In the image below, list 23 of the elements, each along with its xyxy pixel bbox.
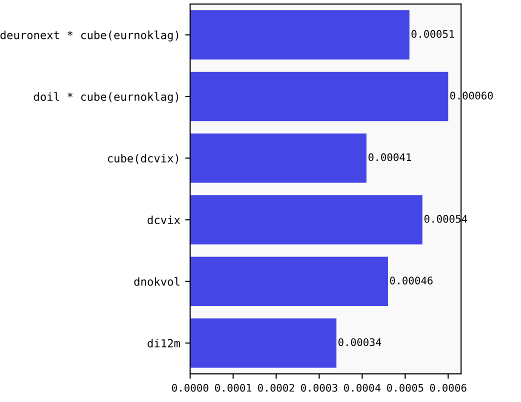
bar [190,195,422,244]
x-tick-label: 0.0006 [430,384,466,392]
bar [190,133,366,183]
data-label: 0.00034 [338,338,382,346]
x-tick-label: 0.0003 [301,384,338,392]
data-label: 0.00041 [368,153,412,162]
bar [190,10,410,60]
y-tick-label: doil * cube(eurnoklag) [34,92,178,104]
x-tick-label: 0.0004 [344,384,380,392]
data-label: 0.00051 [412,30,454,38]
y-tick-label: cube(dcvix) [108,154,178,164]
y-tick-label: dcvix [148,216,180,224]
x-tick-label: 0.0002 [258,384,294,392]
y-tick-label: deuronext * cube(eurnoklag) [0,30,178,42]
bar [190,256,388,306]
y-tick-label: dnokvol [134,277,180,286]
bar [190,318,336,368]
x-tick-label: 0.0005 [387,384,424,392]
data-label: 0.00046 [390,276,433,284]
y-tick-label: di12m [148,338,180,348]
x-tick-label: 0.0001 [215,384,252,392]
bar [190,72,448,122]
x-tick-label: 0.0000 [172,384,208,392]
